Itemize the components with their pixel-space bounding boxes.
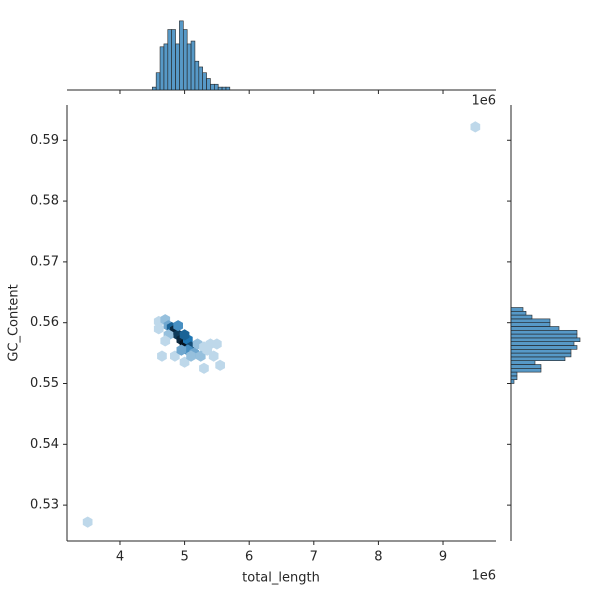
right-hist-bar	[510, 326, 560, 331]
right-hist-bar	[510, 368, 542, 373]
hexbin	[157, 350, 167, 362]
hexbin	[212, 338, 222, 350]
right-hist-bar	[510, 307, 524, 312]
right-hist-bar	[510, 314, 533, 320]
y-tick-label: 0.56	[30, 315, 59, 330]
hexbin	[186, 350, 196, 362]
hexbin	[215, 359, 225, 371]
top-hist-bar	[167, 29, 172, 91]
right-hist-bar	[510, 322, 551, 327]
x-tick-label: 4	[116, 550, 124, 565]
hexbin	[82, 516, 93, 528]
x-tick-label: 8	[374, 550, 382, 565]
hexbin	[176, 344, 187, 356]
right-hist-bar	[510, 379, 515, 384]
x-label: total_length	[242, 571, 320, 586]
right-hist-bar	[510, 310, 527, 316]
top-hist-bar	[171, 29, 176, 91]
hexbin	[470, 121, 481, 133]
x-tick-label: 7	[310, 550, 318, 565]
right-hist-bar	[510, 333, 578, 339]
y-tick-label: 0.58	[30, 194, 59, 209]
right-hist-bar	[510, 345, 578, 350]
top-hist-bar	[155, 72, 161, 91]
top-hist-bar	[225, 86, 231, 91]
top-hist-bar	[221, 86, 227, 91]
y-tick-label: 0.55	[30, 376, 59, 391]
top-hist-bar	[186, 43, 192, 91]
top-hist-bar	[214, 83, 219, 91]
top-hist-bar	[175, 43, 180, 91]
x-offset: 1e6	[471, 569, 496, 584]
hexbin	[208, 350, 219, 362]
right-hist-bar	[510, 329, 578, 335]
hexbin	[199, 362, 209, 374]
hexbin	[173, 320, 183, 332]
hexbin	[160, 335, 171, 347]
top-hist-bar	[190, 40, 196, 91]
x-tick-label: 5	[180, 550, 188, 565]
x-tick-label: 9	[439, 550, 447, 565]
y-tick-label: 0.54	[30, 437, 59, 452]
right-hist-bar	[510, 318, 551, 323]
y-tick-label: 0.53	[30, 498, 59, 513]
top-hist-bar	[179, 20, 184, 91]
top-hist-bar	[217, 86, 223, 91]
top-offset: 1e6	[471, 94, 496, 109]
y-tick-label: 0.57	[30, 254, 59, 269]
y-label: GC_Content	[7, 284, 22, 361]
y-tick-label: 0.59	[30, 133, 59, 148]
right-hist-bar	[510, 375, 518, 381]
hexbin	[179, 329, 190, 341]
top-hist-bar	[198, 66, 203, 91]
right-hist-bar	[510, 364, 542, 369]
right-hist-bar	[510, 360, 536, 365]
top-hist-bar	[210, 83, 215, 91]
top-hist-bar	[182, 29, 188, 91]
right-hist-bar	[510, 352, 572, 358]
right-hist-bar	[510, 348, 572, 354]
top-hist-bar	[206, 78, 211, 91]
right-hist-bar	[510, 356, 566, 362]
hexbin	[179, 356, 190, 368]
right-hist-bar	[510, 341, 575, 346]
x-tick-label: 6	[245, 550, 253, 565]
top-hist-bar	[163, 43, 169, 91]
top-hist-bar	[194, 60, 200, 91]
top-hist-bar	[202, 72, 207, 91]
right-hist-bar	[510, 371, 518, 377]
right-hist-bar	[510, 337, 581, 342]
top-hist-bar	[151, 86, 157, 91]
hexbin	[153, 323, 164, 335]
top-hist-bar	[159, 46, 165, 91]
